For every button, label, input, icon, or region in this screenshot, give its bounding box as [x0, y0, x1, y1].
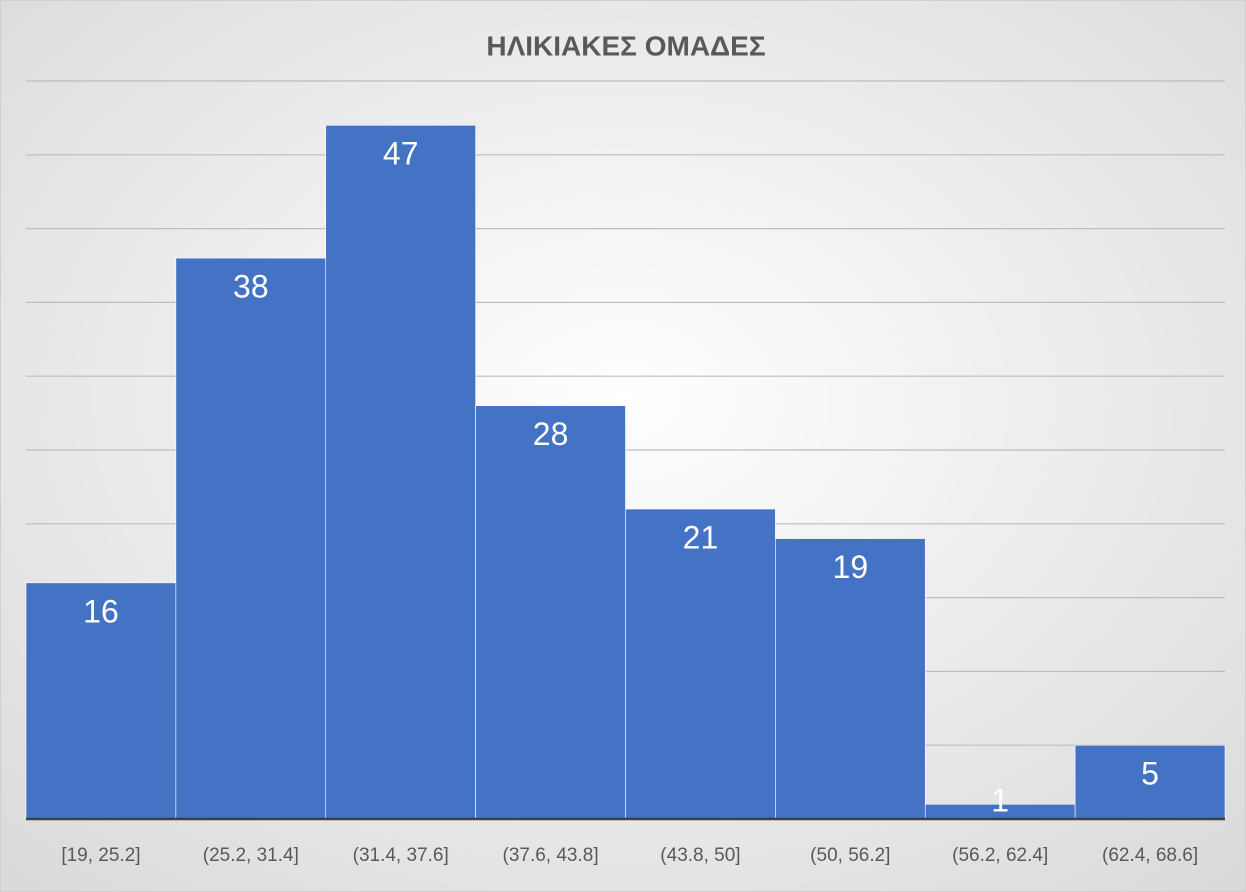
x-tick-label: (50, 56.2] [810, 845, 890, 866]
data-label: 47 [383, 136, 419, 172]
data-label: 38 [233, 269, 269, 305]
bar [625, 508, 776, 820]
x-tick-label: (43.8, 50] [660, 845, 740, 866]
x-tick-label: (31.4, 37.6] [353, 845, 449, 866]
chart-title: ΗΛΙΚΙΑΚΕΣ ΟΜΑΔΕΣ [486, 30, 765, 61]
bar [175, 257, 327, 820]
x-tick-label: (37.6, 43.8] [503, 845, 599, 866]
x-tick-label: (25.2, 31.4] [203, 845, 299, 866]
data-label: 21 [683, 519, 719, 555]
data-label: 19 [833, 549, 869, 585]
data-label: 16 [83, 593, 119, 629]
bar [475, 405, 626, 820]
bar [1074, 744, 1226, 820]
bar [775, 538, 926, 820]
x-tick-label: [19, 25.2] [61, 845, 140, 866]
x-tick-label: (62.4, 68.6] [1102, 845, 1198, 866]
data-label: 28 [533, 416, 569, 452]
x-tick-label: (56.2, 62.4] [952, 845, 1048, 866]
bar [325, 124, 476, 820]
data-label: 5 [1141, 756, 1159, 792]
data-label: 1 [991, 782, 1009, 818]
bar [25, 582, 177, 820]
